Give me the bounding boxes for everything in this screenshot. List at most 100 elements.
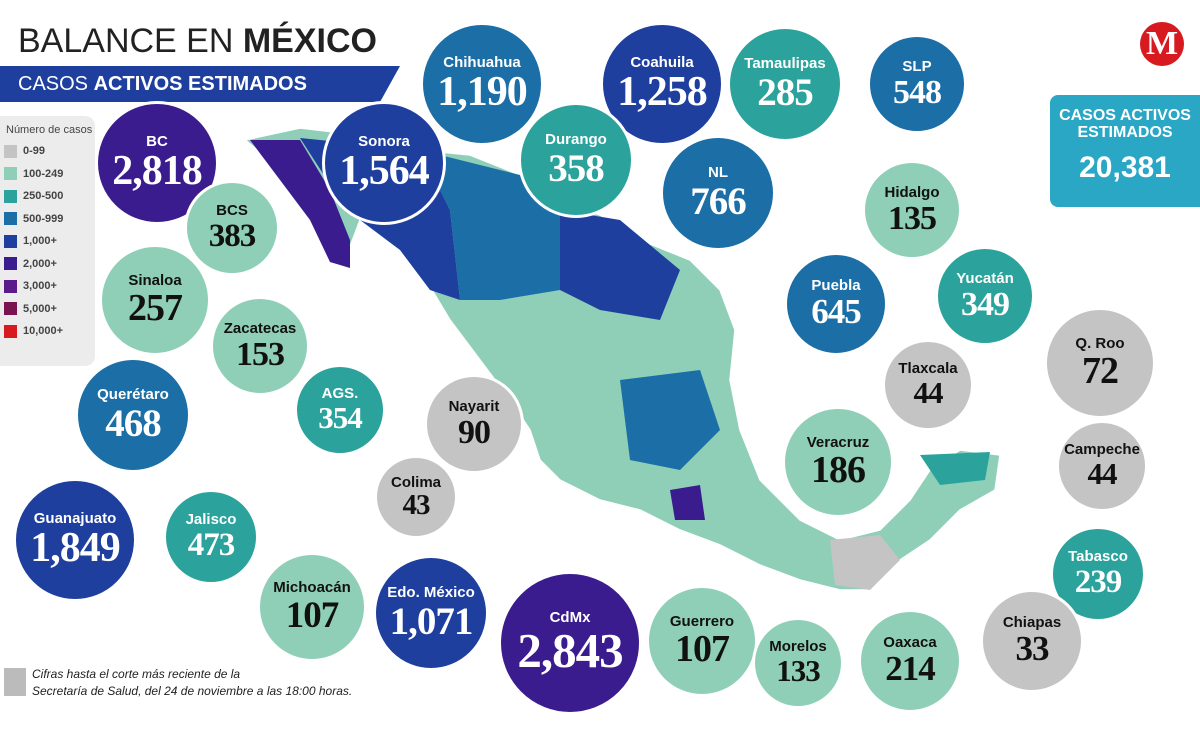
state-circle: Tlaxcala 44 [882, 339, 974, 431]
state-circle: BCS 383 [184, 180, 280, 276]
state-name: Nayarit [448, 397, 500, 415]
state-value: 285 [757, 70, 813, 114]
state-value: 1,071 [389, 599, 474, 643]
legend-swatch [4, 324, 17, 338]
state-circle: Guerrero 107 [646, 585, 758, 697]
legend-label: 0-99 [23, 145, 46, 158]
region-chiapas-area [830, 535, 900, 590]
state-circle: Jalisco 473 [163, 489, 259, 585]
state-name: Tamaulipas [744, 54, 826, 72]
state-value: 33 [1015, 629, 1050, 668]
state-circle: Edo. México 1,071 [373, 555, 489, 671]
state-value: 2,843 [517, 623, 623, 678]
legend-swatch [4, 302, 17, 316]
state-value: 468 [105, 401, 161, 445]
state-name: Chiapas [1002, 614, 1062, 631]
legend-swatch [4, 212, 17, 226]
legend-label: 2,000+ [23, 257, 57, 270]
legend-label: 100-249 [23, 167, 64, 180]
total-box: CASOS ACTIVOS ESTIMADOS 20,381 [1050, 95, 1200, 207]
state-value: 358 [548, 146, 604, 190]
state-value: 383 [208, 218, 256, 254]
region-yucatan [920, 452, 990, 485]
title-regular: BALANCE EN [18, 22, 234, 60]
legend-items: 0-99 100-249 250-500 500-999 1,000+ 2,000+ 3,0… [0, 140, 95, 343]
state-circle: Yucatán 349 [935, 246, 1035, 346]
state-name: Morelos [769, 638, 827, 655]
state-circle: Tamaulipas 285 [727, 26, 843, 142]
state-value: 473 [187, 527, 235, 563]
state-name: Zacatecas [223, 319, 297, 337]
state-circle: Zacatecas 153 [210, 296, 310, 396]
legend-label: 3,000+ [23, 280, 57, 293]
state-circle: Chihuahua 1,190 [420, 22, 544, 146]
state-name: Coahuila [630, 53, 694, 71]
region-center [620, 370, 720, 470]
state-circle: Chiapas 33 [980, 589, 1084, 693]
legend-item: 3,000+ [0, 275, 95, 298]
legend: Número de casos 0-99 100-249 250-500 500-99… [0, 116, 95, 366]
legend-swatch [4, 167, 17, 181]
state-value: 645 [811, 292, 861, 331]
legend-item: 2,000+ [0, 253, 95, 276]
state-name: BC [146, 132, 168, 150]
state-name: Campeche [1064, 441, 1140, 458]
state-value: 1,849 [30, 524, 120, 571]
total-label: CASOS ACTIVOS ESTIMADOS [1059, 107, 1191, 141]
state-circle: NL 766 [660, 135, 776, 251]
state-name: Q. Roo [1075, 334, 1125, 352]
region-coahuila [560, 210, 680, 320]
footnote-line: Secretaría de Salud, del 24 de noviembre… [32, 684, 353, 698]
logo: M [1140, 22, 1184, 66]
state-value: 239 [1074, 564, 1122, 600]
state-name: SLP [902, 57, 932, 75]
state-name: Durango [545, 130, 607, 148]
legend-swatch [4, 144, 17, 158]
state-value: 44 [1087, 456, 1118, 491]
state-value: 90 [458, 413, 491, 451]
legend-item: 100-249 [0, 163, 95, 186]
legend-label: 250-500 [23, 190, 64, 203]
state-name: Colima [390, 473, 441, 491]
state-value: 214 [885, 649, 935, 688]
title-bold: MÉXICO [242, 22, 377, 60]
state-value: 44 [913, 375, 944, 410]
state-name: Michoacán [273, 578, 351, 596]
state-name: Oaxaca [883, 634, 937, 651]
footnote-line: Cifras hasta el corte más reciente de la [32, 667, 241, 681]
state-circle: Durango 358 [518, 102, 634, 218]
state-value: 72 [1082, 349, 1119, 392]
legend-label: 500-999 [23, 212, 64, 225]
state-name: Tabasco [1068, 548, 1128, 565]
legend-item: 0-99 [0, 140, 95, 163]
state-circle: Oaxaca 214 [858, 609, 962, 713]
state-name: CdMx [549, 609, 591, 626]
state-circle: AGS. 354 [294, 364, 386, 456]
legend-swatch [4, 189, 17, 203]
state-circle: Veracruz 186 [782, 406, 894, 518]
state-name: Puebla [811, 277, 861, 294]
subtitle-regular: CASOS [18, 73, 89, 95]
total-value: 20,381 [1079, 151, 1171, 184]
legend-label: 5,000+ [23, 302, 57, 315]
state-name: Querétaro [97, 385, 169, 403]
state-value: 1,258 [617, 68, 707, 115]
state-circle: Morelos 133 [752, 617, 844, 709]
state-circle: SLP 548 [867, 34, 967, 134]
state-name: Hidalgo [884, 183, 940, 201]
state-name: Yucatán [956, 269, 1014, 287]
legend-label: 1,000+ [23, 235, 57, 248]
state-name: BCS [216, 202, 248, 219]
region-cdmx [670, 485, 705, 520]
legend-swatch [4, 279, 17, 293]
state-circle: Guanajuato 1,849 [13, 478, 137, 602]
state-circle: Sinaloa 257 [99, 244, 211, 356]
state-value: 257 [128, 286, 183, 329]
legend-item: 1,000+ [0, 230, 95, 253]
state-circle: Querétaro 468 [75, 357, 191, 473]
title: BALANCE EN MÉXICO [18, 22, 377, 61]
legend-item: 10,000+ [0, 320, 95, 343]
state-circle: CdMx 2,843 [498, 571, 642, 715]
region-bc [250, 140, 350, 268]
